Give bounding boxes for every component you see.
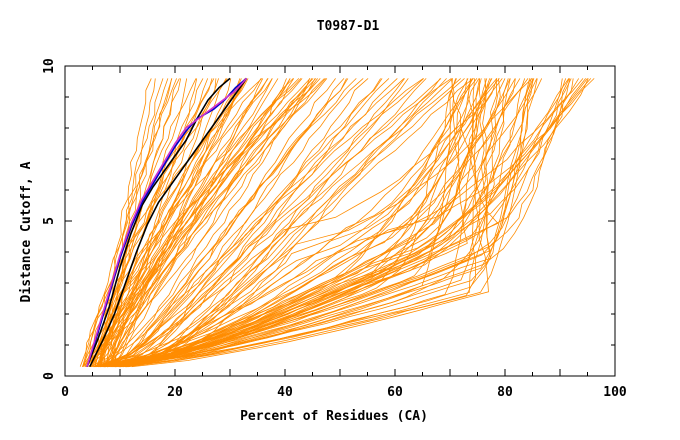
x-tick-label: 0 bbox=[61, 385, 69, 400]
background-curve bbox=[90, 78, 310, 368]
background-curve bbox=[113, 78, 291, 367]
background-curve bbox=[95, 78, 424, 368]
background-curve bbox=[104, 78, 571, 368]
background-curve bbox=[98, 78, 452, 368]
y-axis-label: Distance Cutoff, A bbox=[19, 161, 34, 302]
highlight-series-line bbox=[86, 77, 248, 367]
x-tick-label: 20 bbox=[167, 385, 183, 400]
background-curve bbox=[97, 78, 461, 368]
background-curve bbox=[112, 78, 316, 367]
background-curve bbox=[97, 78, 188, 367]
background-curve bbox=[107, 78, 198, 367]
background-curve bbox=[100, 78, 503, 368]
background-curve bbox=[118, 78, 491, 368]
background-curve bbox=[103, 78, 405, 368]
background-curve bbox=[126, 78, 453, 368]
background-curve bbox=[94, 78, 383, 368]
background-curve bbox=[110, 78, 500, 368]
background-curve bbox=[111, 78, 264, 367]
highlight-series-group bbox=[86, 77, 248, 368]
background-curve bbox=[126, 78, 491, 368]
background-curve bbox=[122, 78, 478, 368]
background-curve bbox=[109, 78, 357, 368]
background-curve bbox=[102, 78, 480, 368]
background-series-group bbox=[79, 78, 595, 368]
background-curve bbox=[79, 78, 228, 367]
background-curve bbox=[91, 78, 268, 367]
highlight-series-line bbox=[89, 77, 248, 368]
background-curve bbox=[111, 78, 398, 368]
x-tick-label: 40 bbox=[277, 385, 293, 400]
y-tick-label: 10 bbox=[42, 58, 57, 74]
background-curve bbox=[115, 78, 390, 368]
background-curve bbox=[112, 78, 347, 368]
background-curve bbox=[94, 78, 488, 368]
y-tick-label: 0 bbox=[42, 372, 57, 380]
background-curve bbox=[125, 78, 521, 368]
background-curve bbox=[119, 78, 535, 368]
background-curve bbox=[121, 78, 441, 368]
background-curve bbox=[107, 78, 526, 368]
background-curve bbox=[114, 78, 219, 367]
background-curve bbox=[95, 78, 313, 367]
y-tick-label: 5 bbox=[42, 217, 57, 225]
background-curve bbox=[102, 78, 491, 368]
background-curve bbox=[110, 78, 588, 368]
background-curve bbox=[125, 78, 498, 368]
background-curve bbox=[117, 78, 587, 368]
background-curve bbox=[103, 78, 248, 367]
background-curve bbox=[83, 78, 164, 367]
background-curve bbox=[115, 78, 405, 368]
background-curve bbox=[100, 78, 474, 368]
background-curve bbox=[107, 78, 336, 368]
background-curve bbox=[104, 78, 246, 367]
x-tick-label: 80 bbox=[497, 385, 513, 400]
background-curve bbox=[96, 78, 424, 368]
background-curve bbox=[104, 78, 567, 368]
background-curve bbox=[107, 78, 506, 368]
x-tick-label: 60 bbox=[387, 385, 403, 400]
background-curve bbox=[100, 78, 152, 367]
background-curve bbox=[115, 78, 381, 368]
background-curve bbox=[114, 78, 534, 368]
background-curve bbox=[112, 78, 465, 368]
axis-tick-labels: 0 20 40 60 80 100 0 5 10 bbox=[42, 58, 627, 400]
background-curve bbox=[118, 78, 409, 368]
axis-ticks bbox=[64, 65, 616, 377]
background-curve bbox=[107, 78, 538, 368]
background-curve bbox=[106, 78, 468, 368]
background-curve bbox=[112, 78, 287, 368]
chart-title: T0987-D1 bbox=[317, 19, 380, 34]
highlight-series-line bbox=[86, 77, 248, 367]
background-curve bbox=[96, 78, 493, 368]
background-curve bbox=[98, 78, 442, 368]
background-curve bbox=[96, 78, 249, 367]
background-curve bbox=[127, 78, 480, 368]
background-curve bbox=[104, 78, 501, 368]
background-curve bbox=[101, 78, 369, 368]
background-curve bbox=[97, 78, 294, 367]
background-curve bbox=[111, 78, 311, 367]
background-curve bbox=[99, 78, 468, 368]
background-curve bbox=[92, 78, 215, 367]
x-tick-label: 100 bbox=[603, 385, 627, 400]
background-curve bbox=[112, 78, 530, 368]
highlight-series-line bbox=[86, 77, 231, 367]
background-curve bbox=[86, 78, 279, 367]
x-axis-label: Percent of Residues (CA) bbox=[240, 409, 428, 424]
background-curve bbox=[111, 78, 349, 368]
background-curve bbox=[101, 78, 295, 367]
background-curve bbox=[91, 78, 584, 368]
background-curve bbox=[85, 78, 325, 367]
background-curve bbox=[122, 78, 427, 368]
background-curve bbox=[112, 78, 492, 368]
background-curve bbox=[110, 78, 314, 367]
